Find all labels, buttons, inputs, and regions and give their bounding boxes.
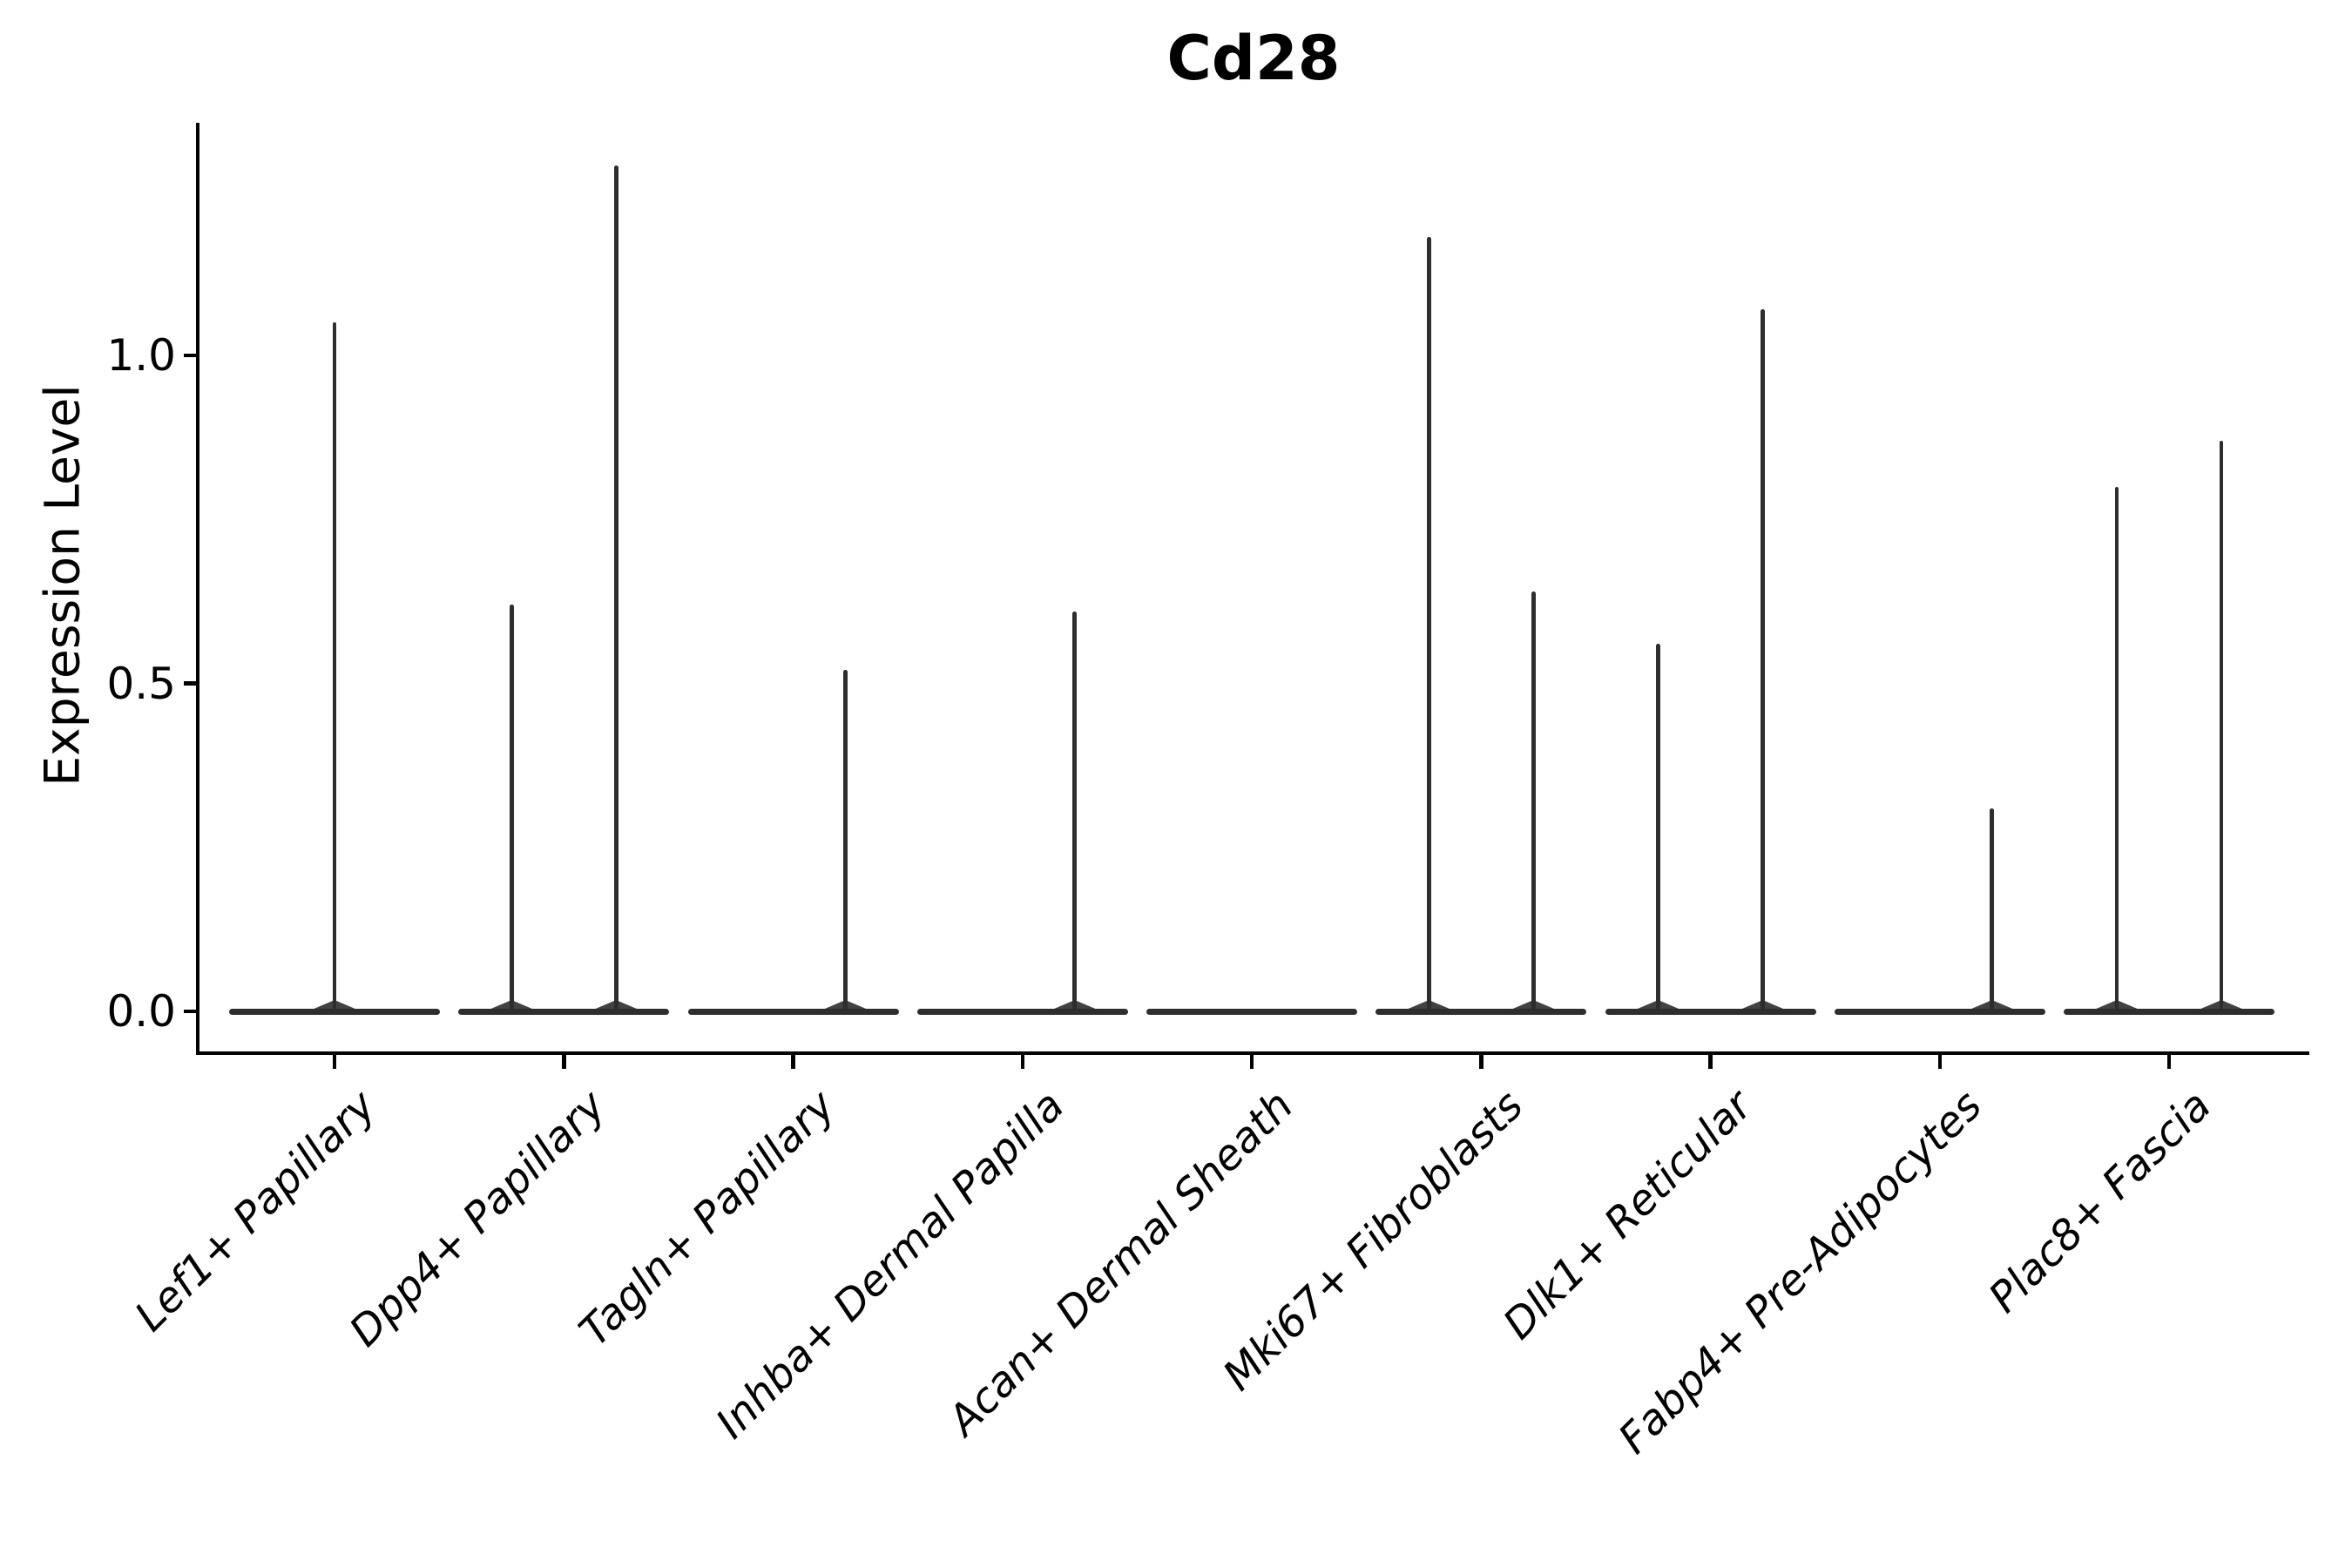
violin-base: [1834, 1008, 2045, 1015]
plot-title: Cd28: [1166, 23, 1341, 94]
violin-flare: [1511, 1000, 1557, 1010]
x-tick-label: Dpp4+ Papillary: [340, 1081, 616, 1356]
x-axis-spine: [195, 1051, 2309, 1056]
violin-spike: [613, 165, 618, 1011]
violin-spike: [509, 605, 514, 1011]
violin-flare: [2199, 1000, 2245, 1010]
violin-base: [2064, 1008, 2274, 1015]
y-tick-mark: [184, 1009, 197, 1014]
violin-spike: [843, 670, 848, 1011]
violin-flare: [489, 1000, 535, 1010]
y-tick-mark: [184, 681, 197, 686]
violin-base: [916, 1008, 1128, 1015]
violin-base: [687, 1008, 899, 1015]
x-tick-mark: [2166, 1055, 2172, 1069]
violin-base: [458, 1008, 670, 1015]
violin-spike: [1990, 808, 1995, 1011]
violin-base: [1375, 1008, 1587, 1015]
violin-flare: [1635, 1000, 1681, 1010]
violin-flare: [593, 1000, 639, 1010]
y-tick-label: 1.0: [106, 330, 176, 381]
violin-spike: [332, 322, 337, 1011]
x-tick-mark: [1708, 1055, 1713, 1069]
y-tick-label: 0.0: [106, 986, 176, 1037]
violin-spike: [2219, 440, 2224, 1011]
violin-base: [1146, 1008, 1357, 1015]
violin-flare: [312, 1000, 357, 1010]
violin-spike: [1761, 309, 1765, 1011]
x-tick-label: Tagln+ Papillary: [570, 1081, 845, 1356]
x-tick-label: Plac8+ Fascia: [1979, 1081, 2220, 1322]
y-axis-spine: [195, 123, 200, 1055]
violin-flare: [1969, 1000, 2015, 1010]
violin-spike: [1656, 644, 1660, 1011]
violin-base: [1605, 1008, 1816, 1015]
x-tick-mark: [332, 1055, 337, 1069]
x-tick-label: Lef1+ Papillary: [125, 1081, 386, 1342]
violin-flare: [1740, 1000, 1786, 1010]
violin-spike: [1426, 237, 1431, 1011]
x-tick-label: Dlk1+ Reticular: [1494, 1081, 1762, 1349]
x-tick-mark: [1937, 1055, 1942, 1069]
x-tick-mark: [562, 1055, 566, 1069]
violin-flare: [1051, 1000, 1098, 1010]
violin-spike: [1531, 591, 1536, 1011]
violin-flare: [2093, 1000, 2139, 1010]
violin-base: [229, 1008, 440, 1015]
y-axis-label: Expression Level: [34, 384, 91, 787]
x-tick-mark: [1020, 1055, 1024, 1069]
violin-spike: [1072, 611, 1078, 1011]
x-tick-mark: [1249, 1055, 1254, 1069]
y-tick-label: 0.5: [106, 658, 176, 709]
y-tick-mark: [184, 353, 197, 358]
violin-flare: [1406, 1000, 1452, 1010]
x-tick-mark: [1479, 1055, 1484, 1069]
violin-spike: [2114, 486, 2119, 1011]
x-tick-mark: [791, 1055, 795, 1069]
violin-flare: [822, 1000, 868, 1010]
